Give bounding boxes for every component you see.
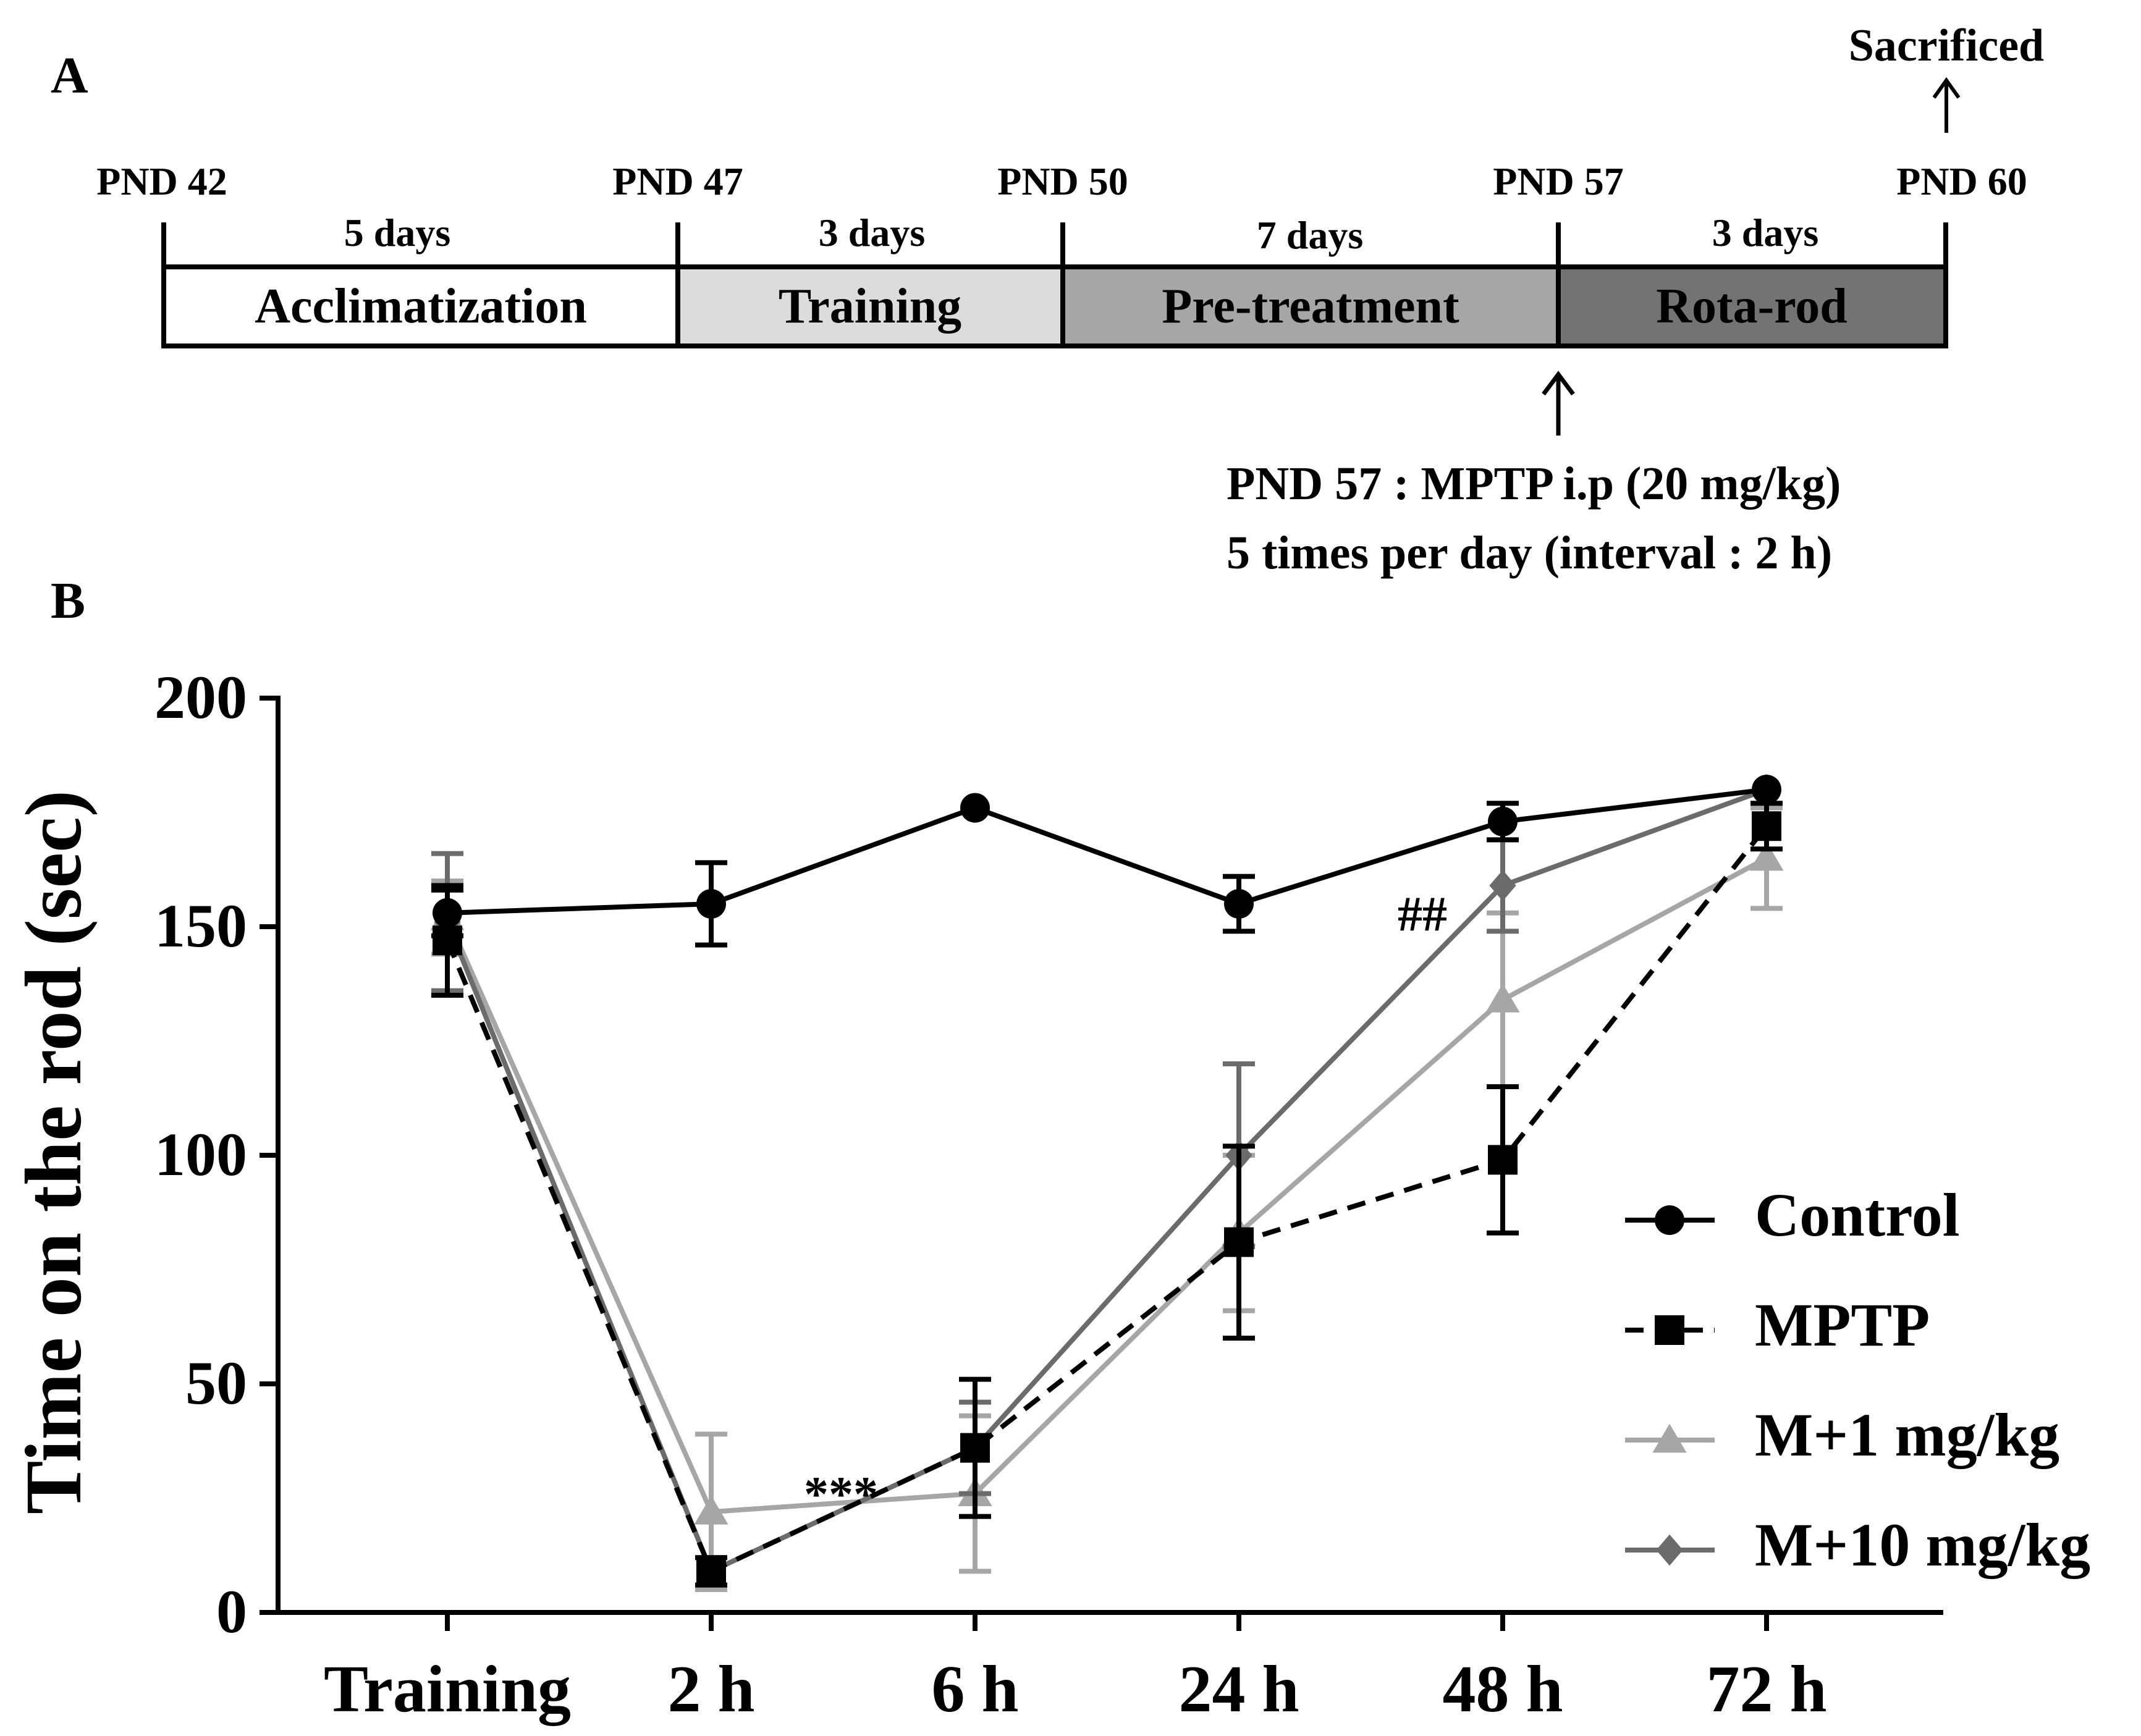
data-point-2-5 bbox=[1749, 841, 1784, 871]
mptp-arrow-icon bbox=[1542, 371, 1575, 436]
day-marker-pnd-60: PND 60 bbox=[1896, 159, 2027, 203]
x-tick-label-0: Training bbox=[324, 1653, 571, 1726]
x-tick-label-3: 24 h bbox=[1178, 1653, 1299, 1726]
sacrificed-label: Sacrificed bbox=[1849, 20, 2044, 71]
y-tick-label-0: 0 bbox=[216, 1577, 247, 1646]
x-tick-label-1: 2 h bbox=[667, 1653, 754, 1726]
x-tick-label-2: 6 h bbox=[931, 1653, 1018, 1726]
data-point-3-4 bbox=[1489, 870, 1516, 901]
x-tick-label-5: 72 h bbox=[1706, 1653, 1826, 1726]
x-tick-label-4: 48 h bbox=[1442, 1653, 1563, 1726]
phase-label-acclimatization: Acclimatization bbox=[255, 279, 587, 334]
duration-acclimatization: 5 days bbox=[344, 211, 451, 255]
day-marker-pnd-47: PND 47 bbox=[612, 159, 743, 203]
legend-marker-2 bbox=[1652, 1423, 1687, 1453]
panel-a-label: A bbox=[51, 47, 88, 104]
y-tick-label-100: 100 bbox=[154, 1120, 247, 1189]
day-marker-pnd-42: PND 42 bbox=[96, 159, 227, 203]
legend-label-control: Control bbox=[1755, 1181, 1960, 1249]
legend-label-m1: M+1 mg/kg bbox=[1755, 1401, 2059, 1469]
day-marker-pnd-57: PND 57 bbox=[1493, 159, 1624, 203]
mptp-note-line1: PND 57 : MPTP i.p (20 mg/kg) bbox=[1227, 458, 1841, 510]
legend-label-m10: M+10 mg/kg bbox=[1755, 1511, 2090, 1579]
y-axis-label: Time on the rod (sec) bbox=[9, 790, 98, 1514]
y-tick-label-200: 200 bbox=[154, 663, 247, 731]
series-0 bbox=[431, 775, 1781, 948]
series-1 bbox=[431, 801, 1783, 1588]
data-point-0-2 bbox=[960, 793, 990, 823]
legend-marker-0 bbox=[1655, 1205, 1684, 1235]
series-line-2 bbox=[445, 856, 1768, 1515]
phase-rota-rod bbox=[1556, 264, 1948, 348]
phase-pre-treatment bbox=[1060, 264, 1561, 348]
legend-label-mptp: MPTP bbox=[1755, 1291, 1930, 1359]
data-point-0-4 bbox=[1488, 806, 1518, 836]
series-2 bbox=[430, 805, 1784, 1592]
panel-b-label: B bbox=[51, 572, 85, 630]
duration-pre-treatment: 7 days bbox=[1257, 213, 1364, 257]
data-point-2-1 bbox=[694, 1495, 728, 1525]
data-point-1-5 bbox=[1752, 811, 1781, 841]
day-marker-pnd-50: PND 50 bbox=[997, 159, 1128, 203]
data-point-1-1 bbox=[696, 1556, 726, 1586]
axes bbox=[276, 696, 1943, 1615]
mptp-note-line2: 5 times per day (interval : 2 h) bbox=[1227, 527, 1832, 579]
significance-annotation-48h: ## bbox=[1398, 887, 1447, 942]
data-point-0-1 bbox=[696, 889, 726, 919]
series-layer bbox=[430, 773, 1784, 1592]
phase-label-rota-rod: Rota-rod bbox=[1656, 279, 1848, 334]
data-point-2-4 bbox=[1485, 984, 1520, 1013]
legend-marker-1 bbox=[1655, 1315, 1684, 1345]
duration-rota-rod: 3 days bbox=[1712, 211, 1819, 255]
phase-label-pre-treatment: Pre-treatment bbox=[1162, 279, 1459, 334]
series-line-1 bbox=[445, 824, 1769, 1574]
data-point-1-4 bbox=[1488, 1145, 1518, 1175]
phase-training bbox=[675, 264, 1065, 348]
data-point-0-5 bbox=[1752, 775, 1781, 804]
data-point-1-2 bbox=[960, 1433, 990, 1463]
data-point-0-3 bbox=[1224, 889, 1254, 919]
data-point-0-0 bbox=[433, 898, 462, 928]
y-tick-label-150: 150 bbox=[154, 891, 247, 960]
series-line-0 bbox=[447, 787, 1767, 916]
duration-training: 3 days bbox=[819, 211, 926, 255]
series-3 bbox=[431, 773, 1780, 1588]
legend: Control MPTP M+1 mg/kg M+10 mg/kg bbox=[1625, 1181, 2090, 1579]
phase-label-training: Training bbox=[779, 279, 961, 334]
y-axis-ticks: 0 50 100 150 200 bbox=[154, 663, 278, 1646]
sacrificed-arrow-icon bbox=[1932, 77, 1961, 133]
legend-marker-3 bbox=[1656, 1534, 1683, 1566]
significance-annotation-2h: *** bbox=[804, 1468, 878, 1522]
x-axis-ticks: Training 2 h 6 h 24 h 48 h 72 h bbox=[324, 1612, 1827, 1726]
y-tick-label-50: 50 bbox=[185, 1349, 247, 1417]
data-point-1-3 bbox=[1224, 1227, 1254, 1257]
